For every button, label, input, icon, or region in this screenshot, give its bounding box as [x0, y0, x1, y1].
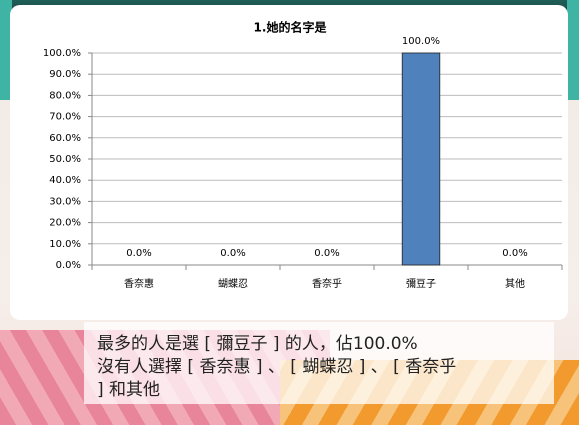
y-tick-label: 100.0% — [43, 48, 81, 59]
y-tick-label: 10.0% — [49, 239, 81, 250]
x-tick-label: 香奈惠 — [124, 277, 154, 290]
chart-title: 1.她的名字是 — [254, 20, 328, 35]
data-label: 0.0% — [126, 248, 151, 259]
y-tick-label: 90.0% — [49, 69, 81, 80]
y-tick-label: 30.0% — [49, 196, 81, 207]
x-tick-label: 蝴蝶忍 — [218, 277, 248, 290]
data-label: 0.0% — [220, 248, 245, 259]
x-tick-label: 香奈乎 — [312, 277, 342, 290]
y-tick-label: 20.0% — [49, 218, 81, 229]
y-tick-label: 70.0% — [49, 112, 81, 123]
data-label: 0.0% — [314, 248, 339, 259]
x-tick-label: 其他 — [505, 277, 525, 290]
caption-line: 最多的人是選 [ 彌豆子 ] 的人，佔100.0% — [97, 334, 418, 354]
caption-line: ] 和其他 — [97, 380, 160, 400]
y-tick-label: 80.0% — [49, 90, 81, 101]
chart: 1.她的名字是 最多的人是選 [ 彌豆子 ] 的人，佔100.0% 沒有人選擇 … — [0, 0, 579, 425]
bar — [402, 53, 440, 265]
y-tick-label: 50.0% — [49, 154, 81, 165]
x-tick-label: 彌豆子 — [406, 278, 436, 290]
data-label: 100.0% — [402, 36, 440, 47]
y-tick-label: 0.0% — [56, 260, 81, 271]
y-tick-label: 60.0% — [49, 133, 81, 144]
chart-panel — [10, 5, 568, 320]
y-tick-label: 40.0% — [49, 175, 81, 186]
screen: 1.她的名字是 最多的人是選 [ 彌豆子 ] 的人，佔100.0% 沒有人選擇 … — [0, 0, 579, 425]
data-label: 0.0% — [502, 248, 527, 259]
caption-line: 沒有人選擇 [ 香奈惠 ] 、 [ 蝴蝶忍 ] 、 [ 香奈乎 — [97, 357, 456, 377]
